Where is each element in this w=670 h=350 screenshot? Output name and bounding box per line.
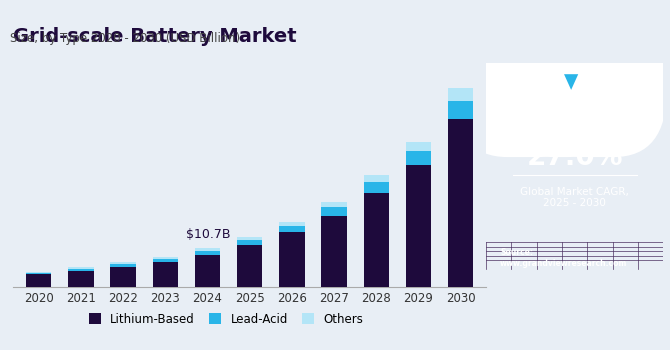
Bar: [322, 207, 347, 216]
FancyBboxPatch shape: [500, 7, 621, 157]
Bar: [322, 216, 347, 287]
Bar: [279, 222, 305, 226]
Text: Size, by Type 2020 - 2030 (USD Billion): Size, by Type 2020 - 2030 (USD Billion): [10, 32, 240, 45]
Bar: [364, 182, 389, 193]
Polygon shape: [564, 74, 578, 90]
Bar: [195, 255, 220, 287]
Bar: [153, 259, 178, 262]
Bar: [153, 262, 178, 287]
FancyBboxPatch shape: [529, 7, 667, 157]
Legend: Lithium-Based, Lead-Acid, Others: Lithium-Based, Lead-Acid, Others: [84, 308, 368, 330]
Bar: [68, 271, 94, 287]
Bar: [68, 267, 94, 269]
Bar: [406, 142, 431, 150]
Bar: [153, 257, 178, 259]
Text: GRAND VIEW RESEARCH: GRAND VIEW RESEARCH: [527, 109, 622, 115]
Bar: [364, 175, 389, 182]
Bar: [448, 119, 474, 287]
Bar: [26, 272, 52, 273]
Bar: [237, 240, 263, 245]
FancyBboxPatch shape: [454, 7, 592, 157]
Bar: [406, 150, 431, 164]
Bar: [279, 226, 305, 232]
Bar: [364, 193, 389, 287]
Bar: [68, 269, 94, 271]
Bar: [237, 245, 263, 287]
Bar: [111, 262, 136, 264]
Bar: [448, 88, 474, 101]
Bar: [406, 164, 431, 287]
Bar: [322, 202, 347, 207]
Text: $10.7B: $10.7B: [186, 228, 231, 241]
Bar: [111, 267, 136, 287]
Bar: [26, 274, 52, 287]
Bar: [448, 101, 474, 119]
Bar: [26, 273, 52, 274]
Text: Grid-scale Battery Market: Grid-scale Battery Market: [13, 27, 297, 46]
Bar: [237, 237, 263, 240]
Bar: [195, 248, 220, 251]
Bar: [279, 232, 305, 287]
Text: Source:
www.grandviewresearch.com: Source: www.grandviewresearch.com: [500, 248, 628, 268]
Bar: [195, 251, 220, 255]
Text: 27.0%: 27.0%: [527, 143, 623, 171]
Text: Global Market CAGR,
2025 - 2030: Global Market CAGR, 2025 - 2030: [520, 187, 629, 208]
Bar: [111, 264, 136, 267]
